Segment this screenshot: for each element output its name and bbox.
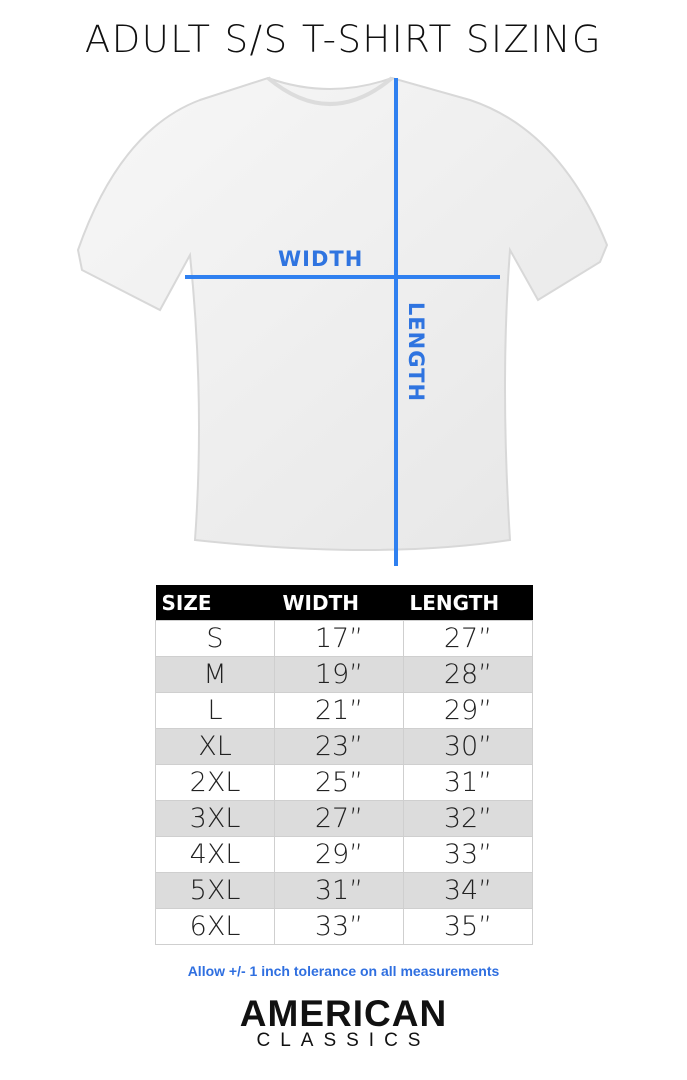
- width-label: WIDTH: [278, 247, 364, 271]
- width-cell: 25”: [274, 764, 404, 801]
- length-cell: 31”: [403, 764, 533, 801]
- size-cell: 4XL: [155, 836, 275, 873]
- length-cell: 27”: [403, 620, 533, 657]
- width-cell: 17”: [274, 620, 404, 657]
- length-cell: 32”: [403, 800, 533, 837]
- size-cell: 6XL: [155, 908, 275, 945]
- logo-american: AMERICAN: [239, 993, 448, 1034]
- width-cell: 19”: [274, 656, 404, 693]
- size-cell: L: [155, 692, 275, 729]
- tshirt-diagram: [76, 76, 609, 566]
- table-row: M 19” 28”: [155, 656, 533, 693]
- size-cell: 5XL: [155, 872, 275, 909]
- header-length: LENGTH: [403, 585, 533, 621]
- size-cell: XL: [155, 728, 275, 765]
- size-cell: 3XL: [155, 800, 275, 837]
- header-size: SIZE: [155, 585, 275, 621]
- width-cell: 29”: [274, 836, 404, 873]
- size-cell: S: [155, 620, 275, 657]
- table-row: 6XL 33” 35”: [155, 908, 533, 945]
- tolerance-note: Allow +/- 1 inch tolerance on all measur…: [187, 963, 500, 979]
- logo-classics: CLASSICS: [256, 1030, 431, 1051]
- table-row: XL 23” 30”: [155, 728, 533, 765]
- size-table: SIZE WIDTH LENGTH S 17” 27” M 19” 28” L 21” 29” X…: [155, 585, 533, 945]
- collar: [266, 76, 394, 106]
- length-cell: 34”: [403, 872, 533, 909]
- table-row: 2XL 25” 31”: [155, 764, 533, 801]
- header-width: WIDTH: [274, 585, 404, 621]
- length-cell: 35”: [403, 908, 533, 945]
- length-cell: 30”: [403, 728, 533, 765]
- length-cell: 33”: [403, 836, 533, 873]
- width-cell: 31”: [274, 872, 404, 909]
- width-cell: 33”: [274, 908, 404, 945]
- table-row: L 21” 29”: [155, 692, 533, 729]
- length-label: LENGTH: [404, 301, 428, 403]
- size-cell: M: [155, 656, 275, 693]
- tshirt-shape: [76, 76, 609, 551]
- width-cell: 21”: [274, 692, 404, 729]
- page-title: ADULT S/S T-SHIRT SIZING: [84, 18, 603, 61]
- table-row: S 17” 27”: [155, 620, 533, 657]
- width-cell: 27”: [274, 800, 404, 837]
- size-cell: 2XL: [155, 764, 275, 801]
- length-cell: 28”: [403, 656, 533, 693]
- length-cell: 29”: [403, 692, 533, 729]
- table-row: 4XL 29” 33”: [155, 836, 533, 873]
- table-row: 5XL 31” 34”: [155, 872, 533, 909]
- table-row: 3XL 27” 32”: [155, 800, 533, 837]
- width-cell: 23”: [274, 728, 404, 765]
